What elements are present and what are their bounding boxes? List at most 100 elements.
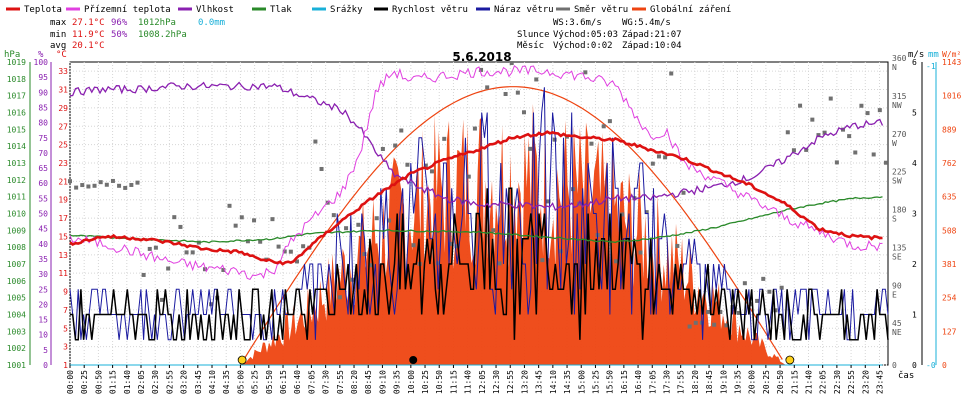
humidity-tick-11: 55 [38,194,48,203]
series-direction-point [638,250,643,255]
temperature-tick-5: 11 [58,269,68,278]
series-direction-point [258,239,263,244]
pressure-tick-8: 1009 [7,226,26,235]
series-direction-point [319,166,324,171]
series-direction-point [466,174,471,179]
pressure-tick-6: 1007 [7,260,26,269]
series-direction-point [718,310,723,315]
x-tick-label-43: 17:55 [677,370,686,394]
series-direction-point [620,212,625,217]
direction-tick-dir-5: SW [892,177,902,186]
x-tick-label-50: 20:50 [776,370,785,394]
x-tick-label-39: 16:15 [620,370,629,394]
x-tick-label-24: 10:00 [407,370,416,394]
radiation-tick-1: 127 [942,327,957,336]
wind-tick-6: 6 [912,58,917,67]
pressure-tick-5: 1006 [7,277,26,286]
series-direction-point [822,130,827,135]
series-direction-point [227,203,232,208]
pressure-tick-10: 1011 [7,193,26,202]
series-direction-point [841,127,846,132]
series-direction-point [540,258,545,263]
series-direction-point [117,183,122,188]
chart-marks [68,61,889,366]
series-direction-point [877,108,882,113]
x-tick-label-16: 06:40 [293,370,302,394]
humidity-tick-15: 75 [38,134,48,143]
x-tick-label-7: 02:55 [165,370,174,394]
series-direction-point [86,184,91,189]
series-direction-point [509,61,514,66]
temperature-tick-9: 19 [58,196,68,205]
direction-tick-dir-8: N [892,63,897,72]
legend-label-4: Srážky [330,5,363,15]
series-direction-point [528,146,533,151]
temperature-tick-10: 21 [58,177,68,186]
x-tick-label-36: 15:00 [577,370,586,394]
sunset-marker [785,355,795,365]
rain-tick-0: -0 [926,361,936,370]
x-tick-label-45: 18:45 [705,370,714,394]
direction-tick-dir-3: SE [892,252,902,261]
pressure-tick-12: 1013 [7,159,26,168]
x-tick-label-55: 22:55 [847,370,856,394]
series-direction-point [368,263,373,268]
series-line-Přízemní teplota [69,64,883,281]
humidity-tick-14: 70 [38,149,48,158]
series-direction-point [104,182,109,187]
series-direction-point [503,91,508,96]
series-direction-point [147,246,152,251]
pressure-tick-2: 1003 [7,327,26,336]
series-direction-point [706,309,711,314]
x-tick-label-46: 19:10 [719,370,728,394]
series-direction-point [141,272,146,277]
axes: 00:00 00:25 00:50 01:15 01:40 02:05 02:30 02:55… [7,54,962,394]
series-direction-point [270,217,275,222]
x-tick-label-0: 00:00 [66,370,75,394]
sun-rise: Východ:05:03 [553,30,618,40]
humidity-tick-13: 65 [38,164,48,173]
humidity-tick-3: 15 [38,316,48,325]
legend-label-6: Náraz větru [494,5,554,15]
series-direction-point [294,259,299,264]
series-direction-point [515,90,520,95]
x-tick-label-15: 06:15 [279,370,288,394]
humidity-tick-4: 20 [38,300,48,309]
stats-min-label: min [50,30,66,40]
direction-tick-1: 45 [892,319,902,328]
temperature-tick-3: 7 [63,306,68,315]
x-tick-label-51: 21:15 [790,370,799,394]
x-tick-label-23: 09:35 [393,370,402,394]
direction-tick-5: 225 [892,168,907,177]
humidity-tick-0: 0 [43,361,48,370]
x-tick-label-12: 05:00 [236,370,245,394]
series-direction-point [693,320,698,325]
series-direction-point [810,117,815,122]
temperature-tick-16: 33 [58,67,68,76]
series-direction-point [380,146,385,151]
x-tick-label-47: 19:35 [733,370,742,394]
moon-rise: Východ:0:02 [553,41,613,51]
series-direction-point [301,244,306,249]
series-direction-point [791,148,796,153]
x-tick-label-40: 16:40 [634,370,643,394]
series-direction-point [288,249,293,254]
temperature-tick-2: 5 [63,324,68,333]
stats-min-temp: 11.9°C [72,30,105,40]
wind-tick-2: 2 [912,260,917,269]
stats-block: max 27.1°C 96% 1012hPa 0.0mm min 11.9°C … [50,18,225,51]
astro-block: WS:3.6m/s WG:5.4m/s Slunce Východ:05:03 … [517,18,682,51]
direction-tick-3: 135 [892,243,907,252]
x-tick-label-18: 07:30 [322,370,331,394]
series-direction-point [448,241,453,246]
x-tick-label-54: 22:30 [833,370,842,394]
sun-label: Slunce [517,30,550,40]
series-direction-point [110,178,115,183]
x-tick-label-28: 11:40 [464,370,473,394]
x-tick-label-29: 12:05 [478,370,487,394]
series-direction-point [871,152,876,157]
temperature-tick-12: 25 [58,141,68,150]
moon-label: Měsíc [517,41,544,51]
stats-avg-label: avg [50,41,66,51]
x-tick-label-57: 23:45 [875,370,884,394]
